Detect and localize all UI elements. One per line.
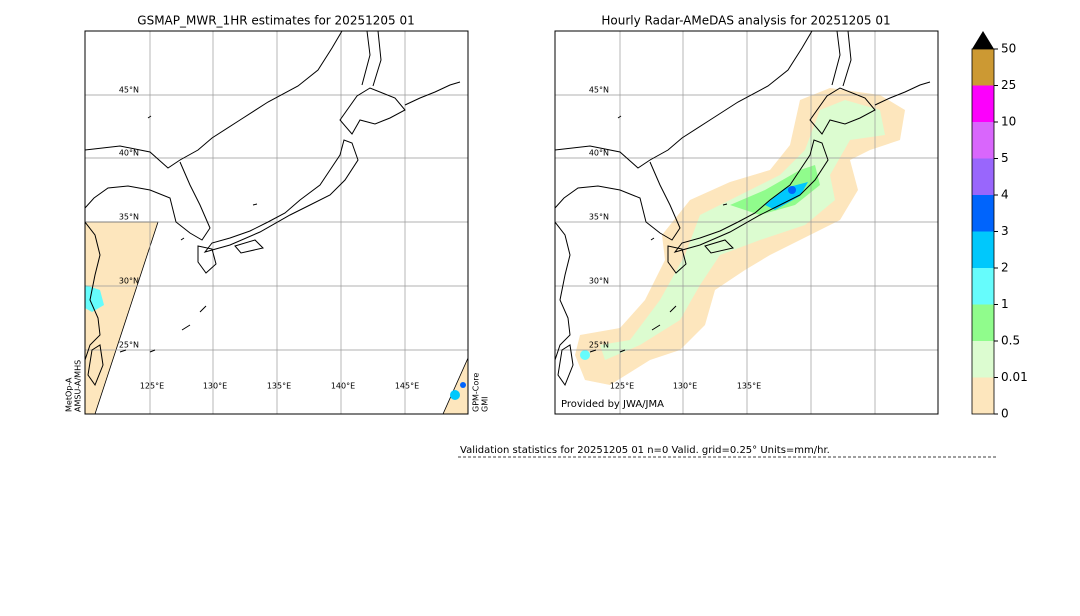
panel-title: Hourly Radar-AMeDAS analysis for 2025120…: [601, 14, 890, 28]
colorbar-label: 3: [1001, 224, 1009, 238]
lat-label: 30°N: [589, 277, 609, 286]
colorbar-label: 2: [1001, 261, 1009, 275]
colorbar-label: 0: [1001, 407, 1009, 421]
side-label: GPM-Core: [472, 373, 481, 412]
lat-label: 45°N: [119, 86, 139, 95]
lat-label: 25°N: [119, 341, 139, 350]
colorbar-segment: [972, 377, 994, 414]
colorbar-label: 0.01: [1001, 370, 1028, 384]
lon-label: 140°E: [331, 382, 355, 391]
lon-label: 125°E: [140, 382, 164, 391]
lat-label: 40°N: [589, 149, 609, 158]
colorbar-segment: [972, 231, 994, 268]
lat-label: 30°N: [119, 277, 139, 286]
colorbar-extend: [972, 31, 994, 49]
side-label: GMI: [481, 397, 490, 412]
credit: Provided by JWA/JMA: [561, 399, 664, 410]
lat-label: 45°N: [589, 86, 609, 95]
colorbar-segment: [972, 85, 994, 122]
colorbar-segment: [972, 158, 994, 195]
colorbar-segment: [972, 304, 994, 341]
lon-label: 135°E: [267, 382, 291, 391]
left-map: [85, 31, 468, 414]
colorbar-label: 50: [1001, 42, 1016, 56]
colorbar-label: 0.5: [1001, 334, 1020, 348]
lon-label: 130°E: [673, 382, 697, 391]
colorbar-segment: [972, 341, 994, 378]
lat-label: 40°N: [119, 149, 139, 158]
colorbar-label: 10: [1001, 115, 1016, 129]
lon-label: 130°E: [203, 382, 227, 391]
colorbar-label: 1: [1001, 297, 1009, 311]
colorbar-label: 5: [1001, 151, 1009, 165]
colorbar-segment: [972, 195, 994, 232]
lat-label: 35°N: [119, 213, 139, 222]
lon-label: 135°E: [737, 382, 761, 391]
colorbar-segment: [972, 268, 994, 305]
right-map: [555, 31, 938, 414]
lon-label: 145°E: [395, 382, 419, 391]
panel-title: GSMAP_MWR_1HR estimates for 20251205 01: [137, 14, 414, 28]
colorbar-segment: [972, 49, 994, 86]
lon-label: 125°E: [610, 382, 634, 391]
validation-text: Validation statistics for 20251205 01 n=…: [460, 445, 830, 456]
colorbar-segment: [972, 122, 994, 159]
side-label: MetOp-A: [65, 377, 74, 412]
colorbar-label: 4: [1001, 188, 1009, 202]
lat-label: 25°N: [589, 341, 609, 350]
colorbar-label: 25: [1001, 78, 1016, 92]
side-label: AMSU-A/MHS: [74, 360, 83, 412]
lat-label: 35°N: [589, 213, 609, 222]
